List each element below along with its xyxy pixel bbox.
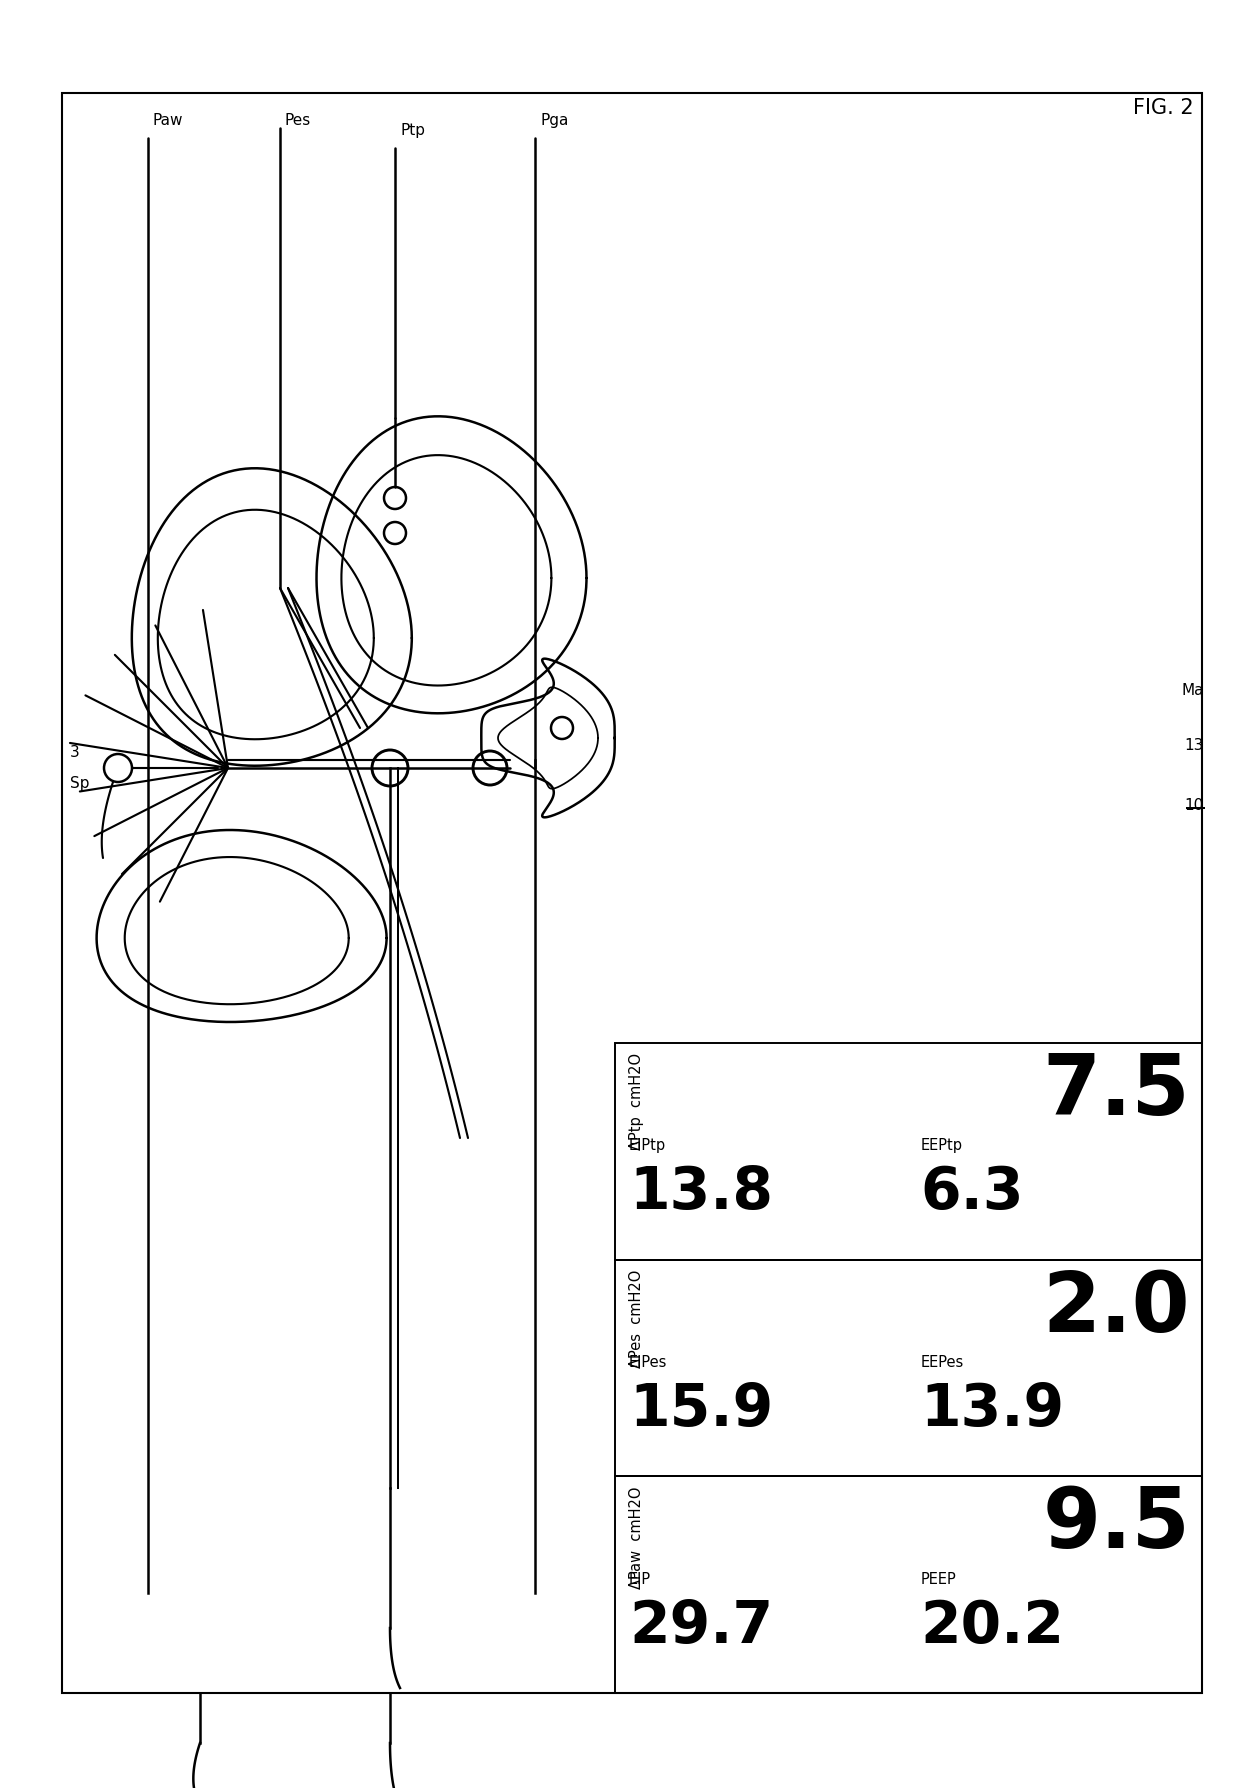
- Bar: [62, 93, 1202, 1693]
- Text: 13.9: 13.9: [920, 1380, 1064, 1438]
- Circle shape: [472, 751, 507, 785]
- Text: Pga: Pga: [539, 113, 568, 129]
- Text: EIPes: EIPes: [629, 1355, 667, 1370]
- Text: Pes: Pes: [285, 113, 311, 129]
- Text: 2.0: 2.0: [1043, 1268, 1190, 1348]
- Text: 15.9: 15.9: [629, 1380, 774, 1438]
- Bar: [615, 1042, 1202, 1261]
- Text: 13: 13: [1184, 738, 1204, 753]
- Text: Sp: Sp: [69, 776, 89, 790]
- Text: 7.5: 7.5: [1043, 1051, 1190, 1132]
- Text: Ma: Ma: [1182, 683, 1204, 697]
- Text: PEEP: PEEP: [920, 1572, 956, 1586]
- Text: EIPtp: EIPtp: [629, 1139, 666, 1153]
- Text: ΔPaw  cmH2O: ΔPaw cmH2O: [629, 1486, 644, 1590]
- Text: EEPtp: EEPtp: [920, 1139, 962, 1153]
- Text: ΔPtp  cmH2O: ΔPtp cmH2O: [629, 1053, 644, 1150]
- Text: 6.3: 6.3: [920, 1164, 1024, 1221]
- Circle shape: [551, 717, 573, 738]
- Text: EEPes: EEPes: [920, 1355, 963, 1370]
- Bar: [615, 1477, 1202, 1693]
- Bar: [615, 1261, 1202, 1477]
- Text: ΔPes  cmH2O: ΔPes cmH2O: [629, 1269, 644, 1368]
- Text: 13.8: 13.8: [629, 1164, 773, 1221]
- Text: 29.7: 29.7: [629, 1598, 773, 1654]
- Text: 9.5: 9.5: [1043, 1484, 1190, 1564]
- Text: Paw: Paw: [153, 113, 184, 129]
- Text: EIP: EIP: [629, 1572, 651, 1586]
- Text: 3: 3: [69, 746, 79, 760]
- Text: FIG. 2: FIG. 2: [1133, 98, 1194, 118]
- Text: 10: 10: [1184, 797, 1204, 814]
- Text: Ptp: Ptp: [401, 123, 425, 138]
- Circle shape: [372, 749, 408, 787]
- Text: 20.2: 20.2: [920, 1598, 1064, 1654]
